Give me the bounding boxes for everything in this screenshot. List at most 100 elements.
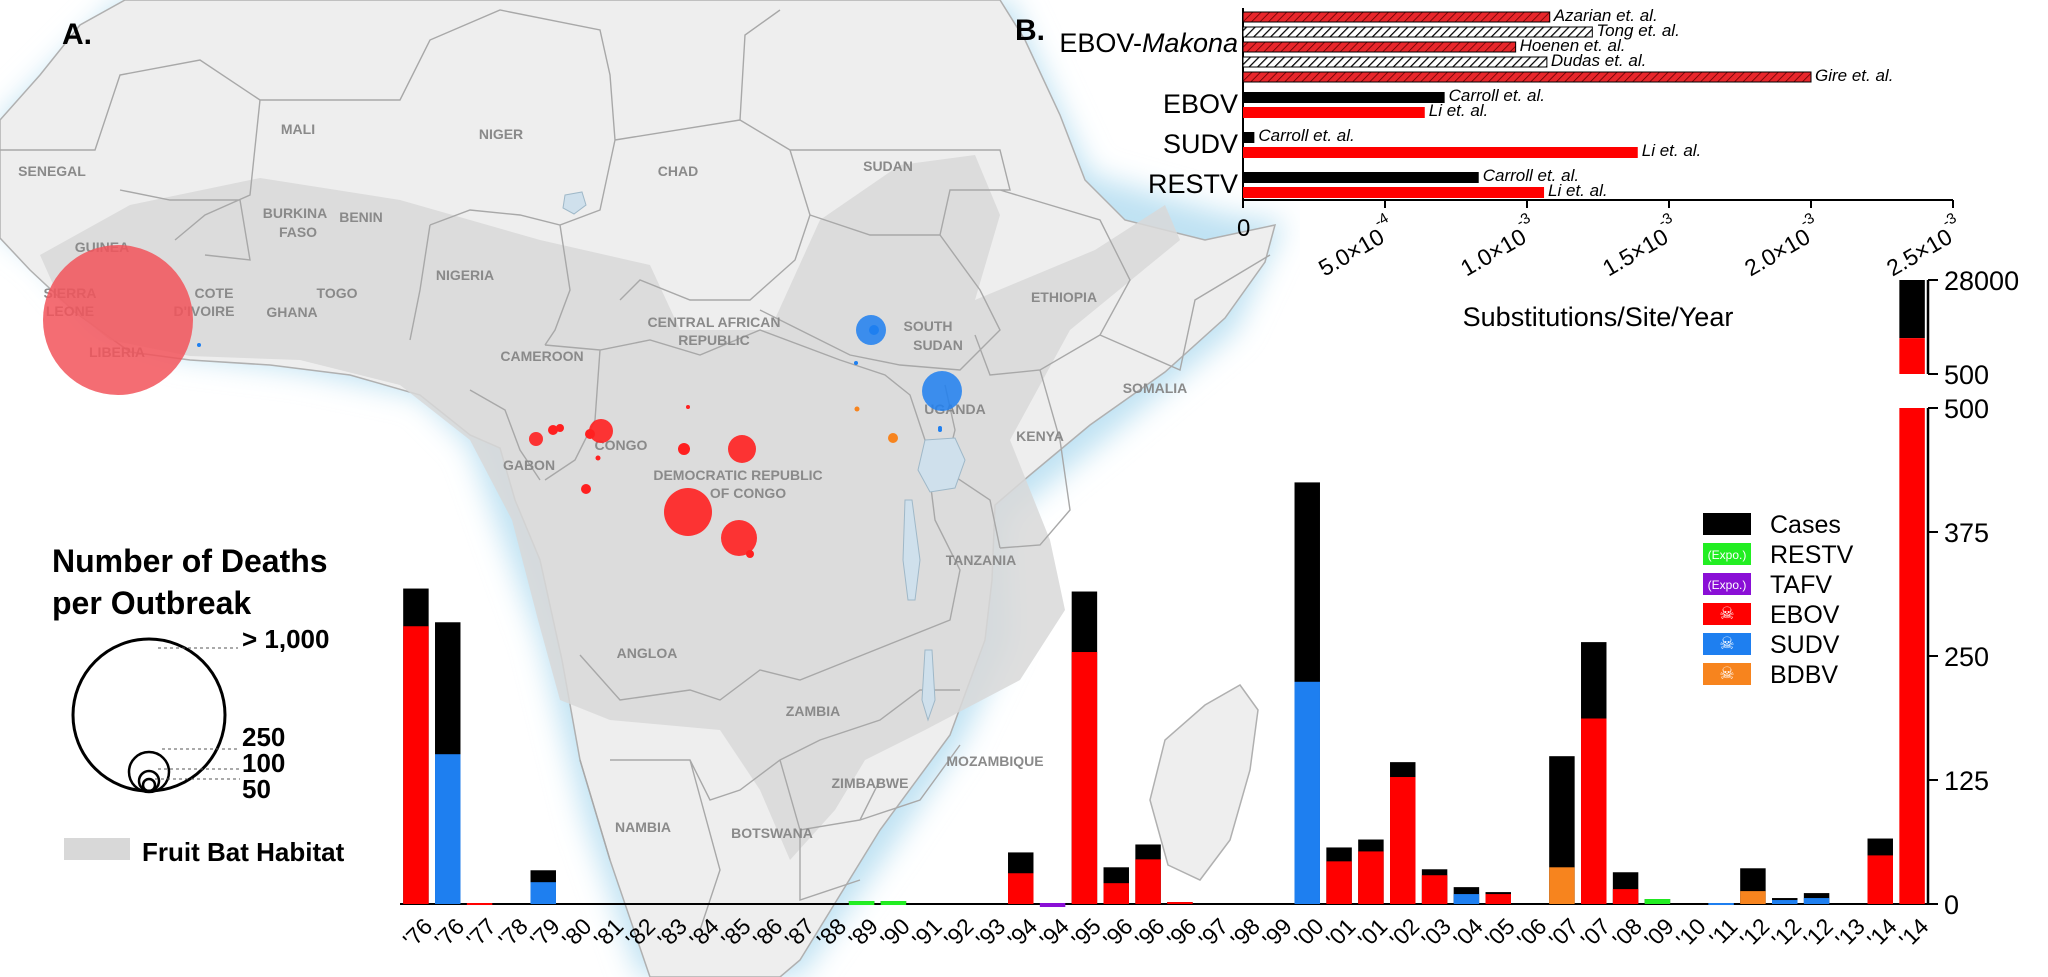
lake-victoria [917, 437, 966, 493]
rate-bar [1243, 172, 1479, 183]
country-label: BURKINA [263, 205, 328, 221]
rate-bar [1243, 92, 1445, 103]
y-tick-label: 125 [1944, 766, 1989, 796]
country-label: COTE [195, 285, 234, 301]
legend-label: Cases [1770, 511, 1841, 539]
deaths-bar [1867, 855, 1893, 904]
y-tick-labels: 0 125 250 375 500 500 28000 [1928, 266, 2019, 920]
outbreak-circles [43, 245, 962, 558]
country-label: GHANA [266, 304, 317, 320]
size-circle-100 [137, 769, 161, 793]
size-circle-large [71, 637, 227, 793]
rate-bar-label: Gire et. al. [1815, 66, 1893, 85]
legend-swatch [1703, 603, 1751, 625]
deaths-bar [1453, 894, 1480, 904]
country-label: CENTRAL AFRICAN [648, 314, 781, 330]
y-tick-label: 28000 [1944, 266, 2019, 296]
country-label: ZAMBIA [786, 703, 840, 719]
country-label: TOGO [317, 285, 358, 301]
rate-bar-label: Dudas et. al. [1551, 51, 1646, 70]
outbreak-circle [589, 419, 613, 443]
country-label: ZIMBABWE [832, 775, 909, 791]
africa-map: MALINIGERSENEGALCHADSUDANBURKINAFASOGUIN… [0, 0, 1285, 977]
deaths-bar [1390, 777, 1416, 904]
rate-bar-label: Carroll et. al. [1258, 126, 1354, 145]
legend-swatch-tag: ☠ [1719, 604, 1734, 623]
country-label: OF CONGO [710, 485, 786, 501]
deaths-bar [403, 626, 429, 904]
rate-bar [1243, 107, 1425, 118]
size-label-250: 250 [242, 722, 285, 752]
country-label: MALI [281, 121, 315, 137]
deaths-bar [1326, 861, 1352, 904]
lake-chad [562, 191, 587, 215]
rate-bar-label: Li et. al. [1429, 101, 1489, 120]
rate-bars: EBOV-Makona Azarian et. al.Tong et. al.Ho… [1059, 6, 1893, 200]
outbreak-circle [746, 550, 754, 558]
deaths-bar [466, 903, 493, 906]
legend-swatch [1703, 573, 1751, 595]
legend-label: TAFV [1770, 571, 1832, 599]
outbreak-circle [581, 484, 591, 494]
rate-tick-label: 2.0×10-3 [1736, 210, 1826, 281]
deaths-bar [1421, 875, 1448, 904]
deaths-bar [1772, 900, 1798, 904]
size-label-100: 100 [242, 748, 285, 778]
virus-group-label: RESTV [1148, 169, 1238, 199]
country-label: KENYA [1016, 428, 1064, 444]
legend-swatch-tag: ☠ [1719, 664, 1734, 683]
country-label: NIGER [479, 126, 523, 142]
deaths-bar [1549, 867, 1575, 904]
y-tick-label: 500 [1944, 394, 1989, 424]
outbreak-circle [938, 426, 942, 430]
madagascar [1149, 684, 1259, 881]
country-label: CONGO [595, 437, 648, 453]
rate-tick-label: 1.5×10-3 [1594, 210, 1684, 281]
outbreak-circle [529, 432, 543, 446]
outbreak-circle [664, 488, 712, 536]
deaths-bar [1899, 408, 1925, 904]
cases-bar [1899, 280, 1925, 339]
outbreak-circle [595, 455, 601, 461]
outbreak-circle [585, 429, 595, 439]
size-circle-50 [141, 777, 157, 793]
rate-bar [1242, 26, 1593, 38]
outbreak-circle [548, 425, 558, 435]
deaths-bar [1294, 681, 1320, 904]
fruit-bat-habitat [40, 155, 1180, 860]
deaths-bar [1581, 718, 1607, 904]
country-label: ANGLOA [617, 645, 678, 661]
rate-tick-label: 5.0×10-4 [1310, 210, 1400, 281]
rate-tick-label: 1.0×10-3 [1452, 210, 1542, 281]
rate-bar-label: Carroll et. al. [1483, 166, 1579, 185]
bar-legend: Cases (Expo.) RESTV (Expo.) TAFV ☠ EBOV ☠ SUDV ☠ B… [1703, 511, 1854, 689]
country-label: SOUTH [904, 318, 953, 334]
country-label: BOTSWANA [731, 825, 813, 841]
outbreak-circle [869, 325, 879, 335]
country-label: SUDAN [913, 337, 963, 353]
deaths-bar [1740, 891, 1766, 904]
rate-bar [1243, 147, 1638, 158]
lake-malawi [921, 649, 936, 722]
outbreak-circle [678, 443, 690, 455]
deaths-bar [1612, 889, 1639, 904]
rate-bar-label: Carroll et. al. [1449, 86, 1545, 105]
deaths-bar [1135, 859, 1161, 904]
deaths-bar [1358, 851, 1384, 904]
legend-label: RESTV [1770, 541, 1854, 569]
outbreak-circle [728, 435, 756, 463]
y-tick-label: 500 [1944, 360, 1989, 390]
y-tick-label: 375 [1944, 518, 1989, 548]
deaths-bar [1071, 652, 1098, 904]
panel-a-label: A. [62, 18, 92, 51]
bars [403, 280, 1925, 908]
habitat-label: Fruit Bat Habitat [142, 837, 345, 867]
lake-tanganyika [902, 499, 921, 601]
legend-swatch [1703, 663, 1751, 685]
legend-swatch-tag: (Expo.) [1708, 578, 1747, 592]
habitat-swatch [64, 838, 130, 860]
size-legend: Number of Deaths per Outbreak > 1,000 25… [52, 543, 345, 867]
deaths-bar [1167, 902, 1193, 905]
legend-swatch [1703, 513, 1751, 535]
panel-b-label: B. [1015, 14, 1045, 47]
